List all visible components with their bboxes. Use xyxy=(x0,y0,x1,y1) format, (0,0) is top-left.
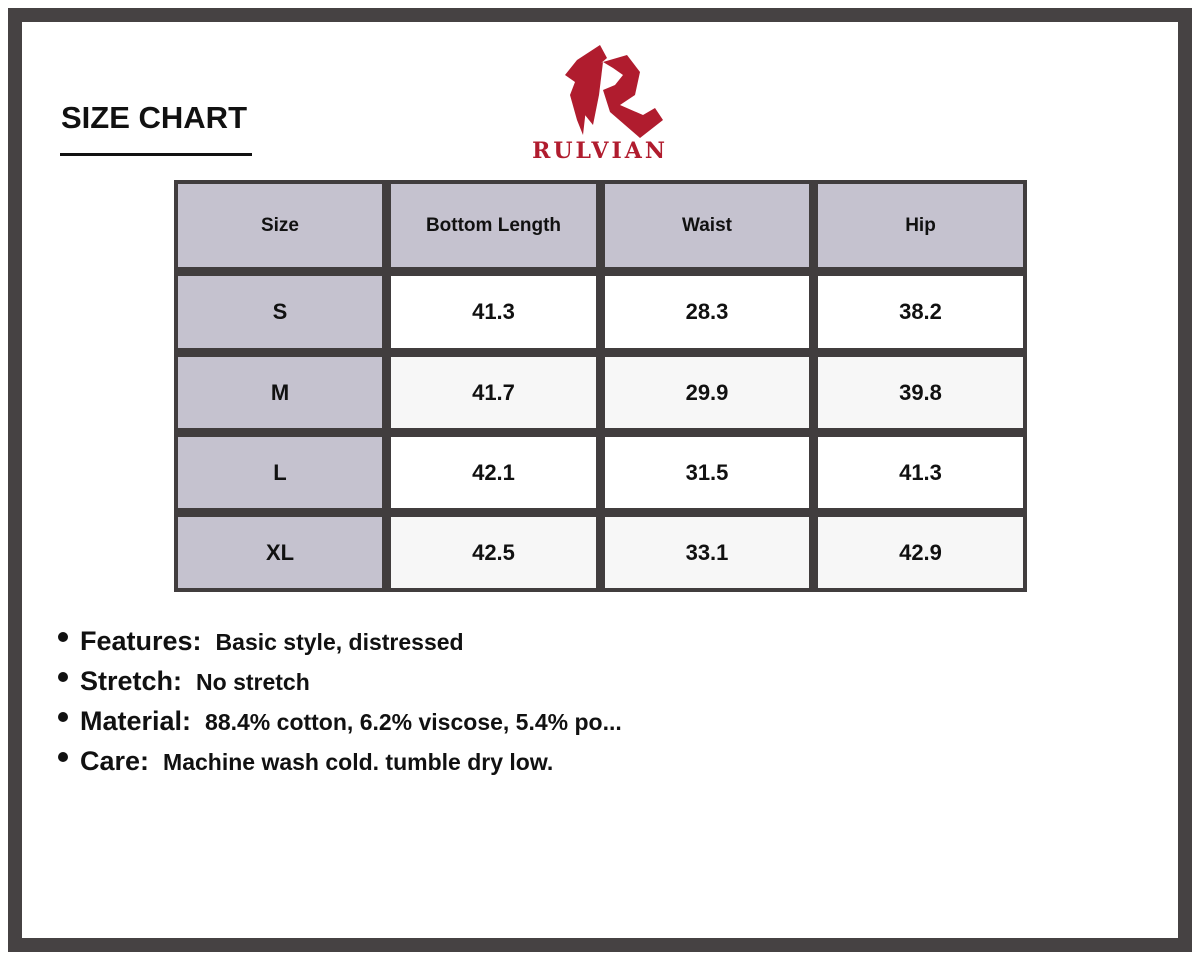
product-notes: Features: Basic style, distressed Stretch:… xyxy=(58,626,622,786)
bullet-icon xyxy=(58,632,68,642)
size-cell: M xyxy=(178,357,382,428)
brand-name: RULVIAN xyxy=(532,138,668,164)
brand-logo-icon xyxy=(565,45,663,138)
note-item: Features: Basic style, distressed xyxy=(58,626,622,666)
note-item: Stretch: No stretch xyxy=(58,666,622,706)
measurement-cell: 41.3 xyxy=(818,437,1023,508)
note-label: Care: xyxy=(80,746,150,776)
note-value: 88.4% cotton, 6.2% viscose, 5.4% po... xyxy=(205,709,622,735)
size-table: Size Bottom Length Waist Hip S 41.3 28.3 38.2 M 4… xyxy=(174,180,1027,592)
measurement-cell: 39.8 xyxy=(818,357,1023,428)
note-value: Machine wash cold. tumble dry low. xyxy=(163,749,554,775)
note-label: Stretch: xyxy=(80,666,183,696)
size-cell: S xyxy=(178,276,382,348)
note-value: Basic style, distressed xyxy=(215,629,464,655)
measurement-cell: 42.9 xyxy=(818,517,1023,588)
note-label: Features: xyxy=(80,626,202,656)
measurement-cell: 31.5 xyxy=(605,437,809,508)
header-cell: Hip xyxy=(818,184,1023,267)
title-underline xyxy=(60,153,252,156)
measurement-cell: 42.5 xyxy=(391,517,596,588)
note-item: Care: Machine wash cold. tumble dry low. xyxy=(58,746,622,786)
header-cell: Bottom Length xyxy=(391,184,596,267)
measurement-cell: 42.1 xyxy=(391,437,596,508)
note-item: Material: 88.4% cotton, 6.2% viscose, 5.4… xyxy=(58,706,622,746)
measurement-cell: 28.3 xyxy=(605,276,809,348)
header-cell: Waist xyxy=(605,184,809,267)
measurement-cell: 29.9 xyxy=(605,357,809,428)
header-cell: Size xyxy=(178,184,382,267)
measurement-cell: 41.7 xyxy=(391,357,596,428)
measurement-cell: 33.1 xyxy=(605,517,809,588)
size-cell: L xyxy=(178,437,382,508)
size-cell: XL xyxy=(178,517,382,588)
bullet-icon xyxy=(58,672,68,682)
bullet-icon xyxy=(58,712,68,722)
page-title: SIZE CHART xyxy=(61,100,247,135)
note-value: No stretch xyxy=(196,669,310,695)
measurement-cell: 41.3 xyxy=(391,276,596,348)
note-label: Material: xyxy=(80,706,192,736)
bullet-icon xyxy=(58,752,68,762)
measurement-cell: 38.2 xyxy=(818,276,1023,348)
